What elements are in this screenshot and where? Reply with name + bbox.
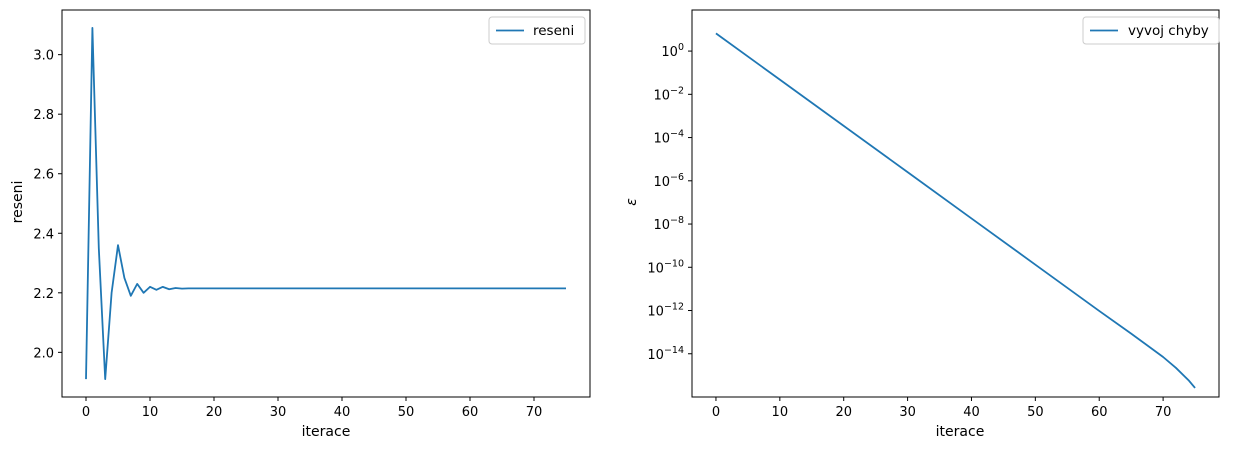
right-x-tick-label: 40	[963, 405, 980, 420]
left-series-line	[85, 26, 566, 381]
right-legend-box	[1082, 16, 1220, 45]
left-x-tick-label: 40	[334, 405, 351, 420]
right-chart-error: 0 10 20 30 40 50 60 70 100 10−2 10−4 10−6 10−8 10−10 1…	[624, 9, 1220, 440]
right-y-tick-label: 10−6	[653, 172, 684, 190]
left-x-tick-label: 50	[398, 405, 415, 420]
left-plot-frame	[61, 9, 591, 398]
right-y-axis-label: ε	[624, 198, 640, 206]
right-y-tick-label: 10−8	[653, 215, 684, 233]
left-x-tick-label: 10	[142, 405, 159, 420]
right-x-tick-label: 10	[772, 405, 789, 420]
right-y-tick-label: 10−4	[653, 129, 684, 147]
left-x-tick-label: 70	[526, 405, 543, 420]
left-y-tick-label: 2.8	[33, 108, 54, 123]
right-series-line	[715, 32, 1196, 389]
left-x-axis-label: iterace	[302, 424, 351, 440]
right-legend: vyvoj chyby	[1082, 16, 1220, 45]
left-x-tick-label: 0	[82, 405, 90, 420]
right-x-tick-label: 20	[835, 405, 852, 420]
right-y-tick-label: 10−2	[653, 85, 684, 103]
right-y-tick-label: 10−12	[647, 302, 684, 320]
left-legend: reseni	[488, 16, 586, 45]
right-x-tick-label: 30	[899, 405, 916, 420]
left-x-tick-label: 20	[206, 405, 223, 420]
left-plot-marks: 0 10 20 30 40 50 60 70 2.0 2.2 2.4 2.6 2.8 3.0	[33, 9, 591, 420]
left-chart-reseni: 0 10 20 30 40 50 60 70 2.0 2.2 2.4 2.6 2.8 3.0 iterac…	[10, 9, 591, 440]
right-x-tick-label: 70	[1155, 405, 1172, 420]
left-legend-box	[488, 16, 586, 45]
left-y-tick-label: 3.0	[33, 49, 54, 64]
right-legend-label: vyvoj chyby	[1128, 23, 1209, 39]
left-legend-label: reseni	[533, 23, 574, 39]
left-y-tick-label: 2.6	[33, 168, 54, 183]
left-x-tick-label: 30	[270, 405, 287, 420]
right-plot-marks: 0 10 20 30 40 50 60 70 100 10−2 10−4 10−6 10−8 10−10 1…	[647, 9, 1220, 420]
right-y-tick-label: 100	[661, 42, 684, 60]
left-y-axis-label: reseni	[10, 181, 26, 224]
right-y-tick-label: 10−10	[647, 258, 684, 276]
right-x-tick-label: 0	[712, 405, 720, 420]
right-x-tick-label: 60	[1091, 405, 1108, 420]
right-x-axis-label: iterace	[936, 424, 985, 440]
right-plot-frame	[691, 9, 1220, 398]
left-y-tick-label: 2.4	[33, 227, 54, 242]
right-y-tick-label: 10−14	[647, 345, 684, 363]
left-y-tick-label: 2.0	[33, 346, 54, 361]
right-x-tick-label: 50	[1027, 405, 1044, 420]
left-y-tick-label: 2.2	[33, 287, 54, 302]
left-x-tick-label: 60	[462, 405, 479, 420]
